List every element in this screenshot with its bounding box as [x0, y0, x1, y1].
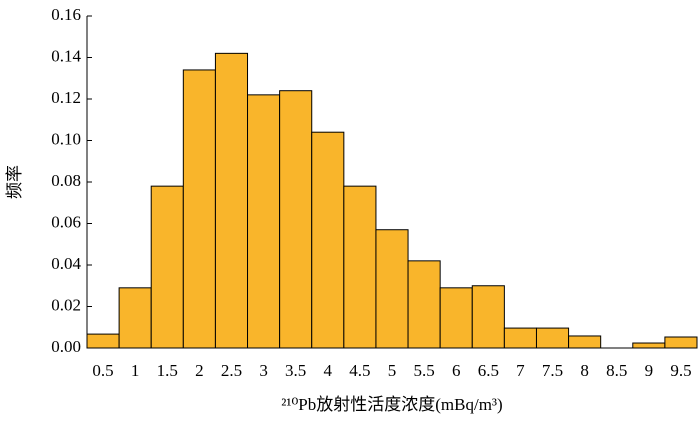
bar — [279, 90, 313, 349]
y-tick-label: 0.16 — [51, 5, 81, 24]
y-tick-label: 0.02 — [51, 295, 81, 314]
bar — [632, 342, 666, 349]
x-tick-label: 9.5 — [670, 361, 691, 380]
x-tick-label: 3.5 — [285, 361, 306, 380]
bar — [86, 333, 120, 349]
bar — [214, 52, 249, 349]
x-tick-label: 4.5 — [349, 361, 370, 380]
bar — [535, 327, 570, 349]
y-tick-label: 0.08 — [51, 171, 81, 190]
bar — [311, 131, 345, 349]
bar — [150, 185, 184, 349]
bar — [118, 287, 152, 349]
x-tick-label: 9 — [645, 361, 654, 380]
x-tick-label: 2 — [195, 361, 204, 380]
y-tick-label: 0.10 — [51, 129, 81, 148]
y-tick-label: 0.04 — [51, 254, 81, 273]
y-axis-label: 频率 — [5, 165, 24, 199]
x-tick-label: 8.5 — [606, 361, 627, 380]
x-tick-label: 7.5 — [542, 361, 563, 380]
x-axis-label: ²¹⁰Pb放射性活度浓度(mBq/m³) — [281, 395, 502, 414]
x-tick-label: 3 — [259, 361, 268, 380]
x-tick-label: 5 — [388, 361, 397, 380]
bar — [503, 327, 537, 349]
x-tick-label: 6.5 — [478, 361, 499, 380]
x-tick-label: 0.5 — [92, 361, 113, 380]
bar — [247, 94, 281, 349]
y-tick-label: 0.12 — [51, 88, 81, 107]
bar — [407, 260, 441, 349]
bar — [664, 336, 698, 349]
x-tick-label: 1 — [131, 361, 140, 380]
bar — [471, 285, 505, 349]
x-tick-label: 8 — [580, 361, 589, 380]
bar — [439, 287, 473, 349]
bar — [343, 185, 377, 349]
x-tick-label: 2.5 — [221, 361, 242, 380]
bar — [375, 229, 409, 349]
x-tick-label: 4 — [324, 361, 333, 380]
y-tick-label: 0.00 — [51, 337, 81, 356]
y-tick-label: 0.14 — [51, 46, 81, 65]
bar — [182, 69, 216, 349]
bar — [568, 335, 602, 349]
x-tick-label: 5.5 — [413, 361, 434, 380]
y-tick-label: 0.06 — [51, 212, 81, 231]
x-tick-label: 7 — [516, 361, 525, 380]
x-tick-label: 1.5 — [157, 361, 178, 380]
x-tick-label: 6 — [452, 361, 461, 380]
